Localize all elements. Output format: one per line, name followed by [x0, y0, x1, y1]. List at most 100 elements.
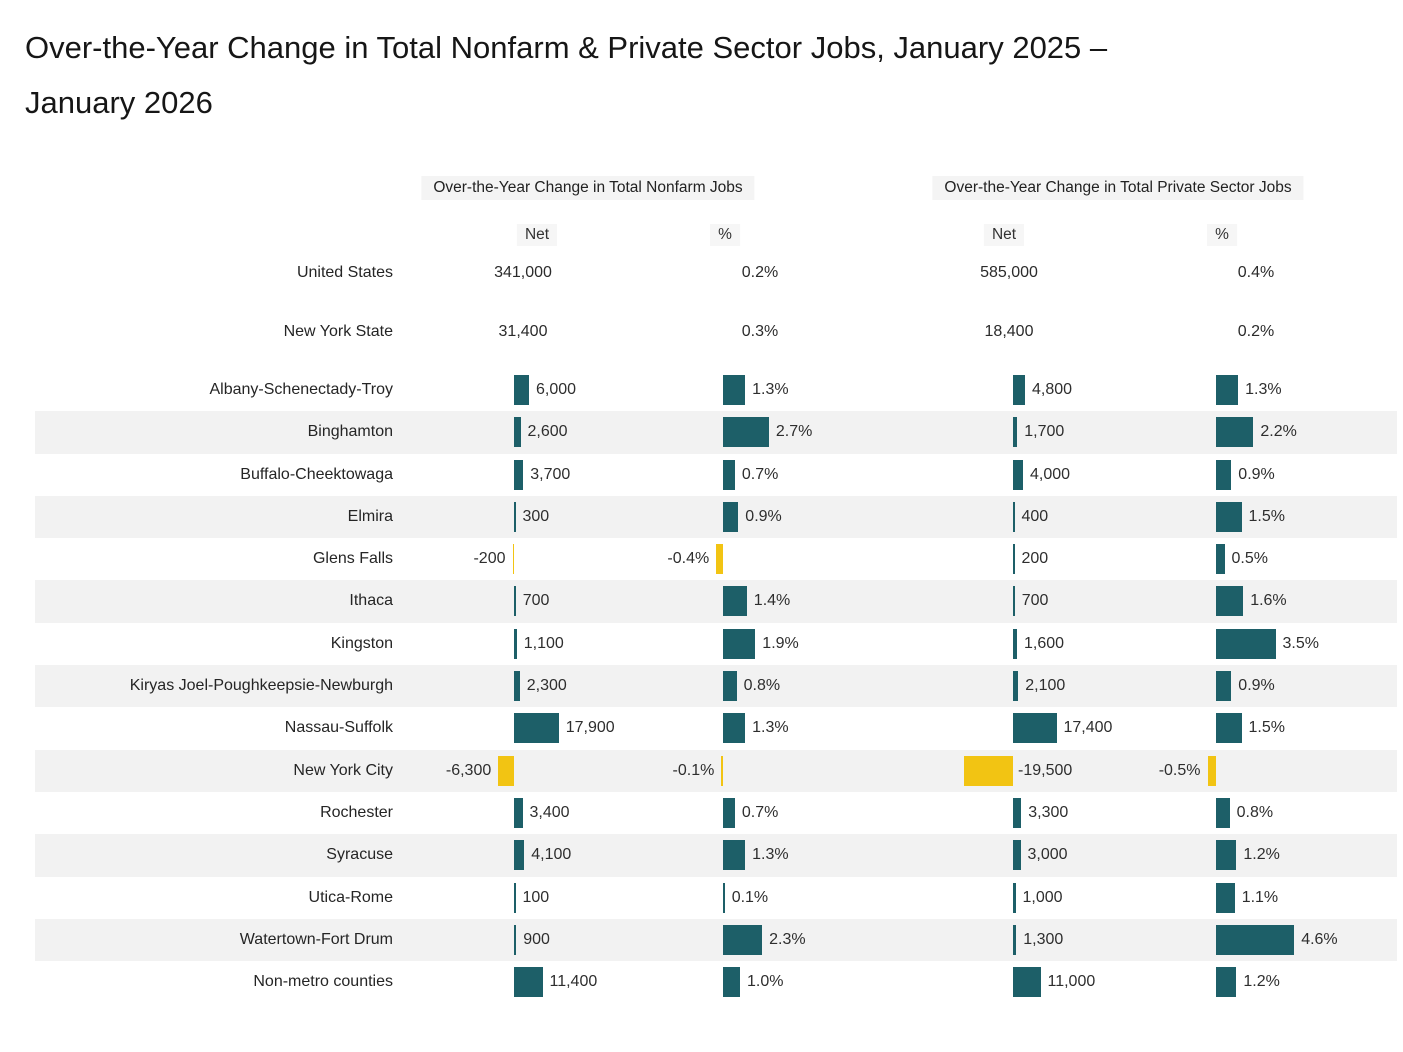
- positive-bar: [723, 797, 735, 828]
- negative-bar: [512, 544, 514, 575]
- pct-private-value: 1.5%: [1248, 507, 1285, 525]
- net-nonfarm-value: 31,400: [498, 323, 548, 340]
- table-row: Non-metro counties 11,400 1.0% 11,000 1.2%: [0, 961, 1403, 1003]
- row-label: Buffalo-Cheektowaga: [240, 465, 393, 483]
- positive-bar: [514, 671, 520, 702]
- pct-nonfarm-value: 1.3%: [752, 846, 789, 864]
- row-label: New York State: [283, 323, 393, 340]
- page-title-line-2: January 2026: [25, 85, 213, 120]
- row-label: Non-metro counties: [253, 973, 393, 991]
- positive-bar: [514, 882, 516, 913]
- group-header-private: Over-the-Year Change in Total Private Se…: [932, 176, 1304, 200]
- positive-bar: [514, 586, 516, 617]
- net-nonfarm-value: 6,000: [536, 381, 577, 398]
- positive-bar: [1216, 713, 1242, 744]
- pct-nonfarm-value: 0.8%: [743, 677, 781, 695]
- column-header-pct-nonfarm: %: [710, 224, 740, 246]
- positive-bar: [1216, 840, 1237, 871]
- positive-bar: [1013, 417, 1018, 448]
- positive-bar: [514, 417, 521, 448]
- net-nonfarm-value: -200: [473, 550, 506, 568]
- net-private-value: 200: [1021, 550, 1049, 568]
- table-row: Kingston 1,100 1.9% 1,600 3.5%: [0, 623, 1403, 665]
- positive-bar: [1216, 967, 1237, 998]
- positive-bar: [1216, 375, 1239, 405]
- net-private-value: 18,400: [984, 323, 1034, 340]
- pct-private-value: 1.1%: [1241, 888, 1279, 906]
- positive-bar: [1216, 501, 1242, 532]
- summary-rows: United States 341,000 0.2% 585,000 0.4% New Y…: [0, 243, 1403, 361]
- positive-bar: [514, 840, 525, 871]
- net-private-value: 400: [1021, 507, 1049, 525]
- positive-bar: [1013, 544, 1015, 575]
- positive-bar: [723, 459, 735, 490]
- positive-bar: [514, 375, 529, 405]
- pct-private-value: 0.2%: [1237, 323, 1275, 340]
- positive-bar: [1013, 882, 1016, 913]
- net-nonfarm-value: 1,100: [523, 634, 564, 652]
- positive-bar: [723, 882, 725, 913]
- positive-bar: [723, 628, 756, 659]
- net-nonfarm-value: 2,600: [527, 423, 568, 441]
- positive-bar: [1013, 586, 1015, 617]
- pct-nonfarm-value: 0.2%: [741, 264, 779, 281]
- net-nonfarm-value: 11,400: [549, 973, 598, 991]
- positive-bar: [1216, 671, 1232, 702]
- row-label: Nassau-Suffolk: [284, 719, 393, 737]
- positive-bar: [723, 586, 747, 617]
- net-private-value: 17,400: [1063, 719, 1113, 737]
- page-title-line-1: Over-the-Year Change in Total Nonfarm & …: [25, 30, 1108, 65]
- net-private-value: 1,000: [1022, 888, 1063, 906]
- table-row: Glens Falls -200 -0.4% 200 0.5%: [0, 538, 1403, 580]
- positive-bar: [1216, 459, 1232, 490]
- pct-nonfarm-value: 1.0%: [747, 973, 784, 991]
- row-label: Kiryas Joel-Poughkeepsie-Newburgh: [129, 677, 393, 695]
- pct-nonfarm-value: -0.1%: [672, 761, 715, 779]
- summary-row: United States 341,000 0.2% 585,000 0.4%: [0, 243, 1403, 302]
- positive-bar: [514, 924, 517, 955]
- positive-bar: [1013, 797, 1022, 828]
- pct-nonfarm-value: 1.3%: [752, 381, 789, 398]
- table-row: Utica-Rome 100 0.1% 1,000 1.1%: [0, 877, 1403, 919]
- table-row: Albany-Schenectady-Troy 6,000 1.3% 4,800 1.3…: [0, 369, 1403, 411]
- pct-private-value: 1.3%: [1245, 381, 1282, 398]
- table-row: Elmira 300 0.9% 400 1.5%: [0, 495, 1403, 539]
- summary-row: New York State 31,400 0.3% 18,400 0.2%: [0, 302, 1403, 361]
- pct-private-value: 1.6%: [1250, 592, 1287, 610]
- pct-nonfarm-value: 1.4%: [753, 592, 791, 610]
- table-row: New York City -6,300 -0.1% -19,500 -0.5%: [0, 749, 1403, 793]
- row-label: Glens Falls: [312, 550, 393, 568]
- pct-private-value: 0.9%: [1238, 465, 1275, 483]
- positive-bar: [1216, 586, 1244, 617]
- net-nonfarm-value: 3,400: [529, 803, 570, 821]
- pct-private-value: -0.5%: [1158, 761, 1201, 779]
- net-private-value: 3,300: [1028, 803, 1069, 821]
- net-private-value: 1,300: [1023, 930, 1064, 948]
- positive-bar: [1013, 501, 1015, 532]
- positive-bar: [723, 840, 746, 871]
- negative-bar: [721, 755, 723, 786]
- net-private-value: 585,000: [980, 264, 1038, 281]
- area-rows: Albany-Schenectady-Troy 6,000 1.3% 4,800 1.3…: [0, 369, 1403, 1003]
- row-label: Elmira: [347, 507, 393, 525]
- column-header-net-private: Net: [983, 224, 1025, 246]
- net-nonfarm-value: 341,000: [494, 264, 552, 281]
- positive-bar: [723, 375, 746, 405]
- pct-nonfarm-value: 2.3%: [769, 930, 806, 948]
- pct-nonfarm-value: 0.7%: [741, 465, 779, 483]
- page-title: Over-the-Year Change in Total Nonfarm & …: [25, 20, 1365, 130]
- row-label: New York City: [293, 761, 393, 779]
- table-row: Ithaca 700 1.4% 700 1.6%: [0, 580, 1403, 624]
- positive-bar: [514, 459, 524, 490]
- column-header-pct-private: %: [1207, 224, 1237, 246]
- net-private-value: 4,800: [1032, 381, 1073, 398]
- table-row: Nassau-Suffolk 17,900 1.3% 17,400 1.5%: [0, 707, 1403, 749]
- pct-private-value: 0.4%: [1237, 264, 1275, 281]
- pct-nonfarm-value: -0.4%: [667, 550, 710, 568]
- group-header-nonfarm: Over-the-Year Change in Total Nonfarm Jo…: [421, 176, 755, 200]
- positive-bar: [1013, 628, 1017, 659]
- positive-bar: [1216, 417, 1254, 448]
- row-label: Utica-Rome: [308, 888, 393, 906]
- pct-nonfarm-value: 0.1%: [731, 888, 769, 906]
